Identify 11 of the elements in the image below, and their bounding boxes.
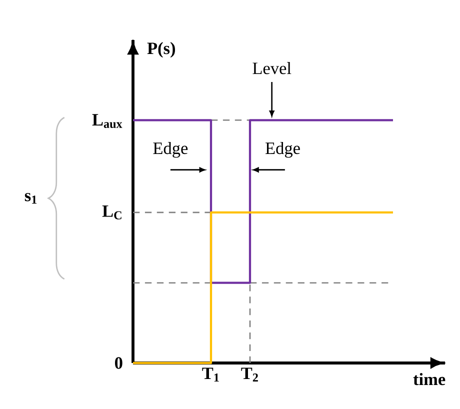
text: Level	[252, 62, 292, 74]
text: L$_{aux}$	[92, 114, 122, 128]
x-axis-title: time	[413, 373, 446, 386]
annotation: Edge	[266, 142, 300, 158]
text: 0	[115, 357, 122, 369]
text: s$_{1}$	[24, 192, 37, 204]
annotation: Edge	[153, 142, 188, 158]
y-axis-title: P(s)	[147, 42, 176, 58]
ref-line-label: L$_{C}$	[102, 205, 122, 220]
x-tick-label: T$_{2}$	[241, 368, 258, 382]
x-tick-label: T$_{1}$	[202, 368, 219, 382]
